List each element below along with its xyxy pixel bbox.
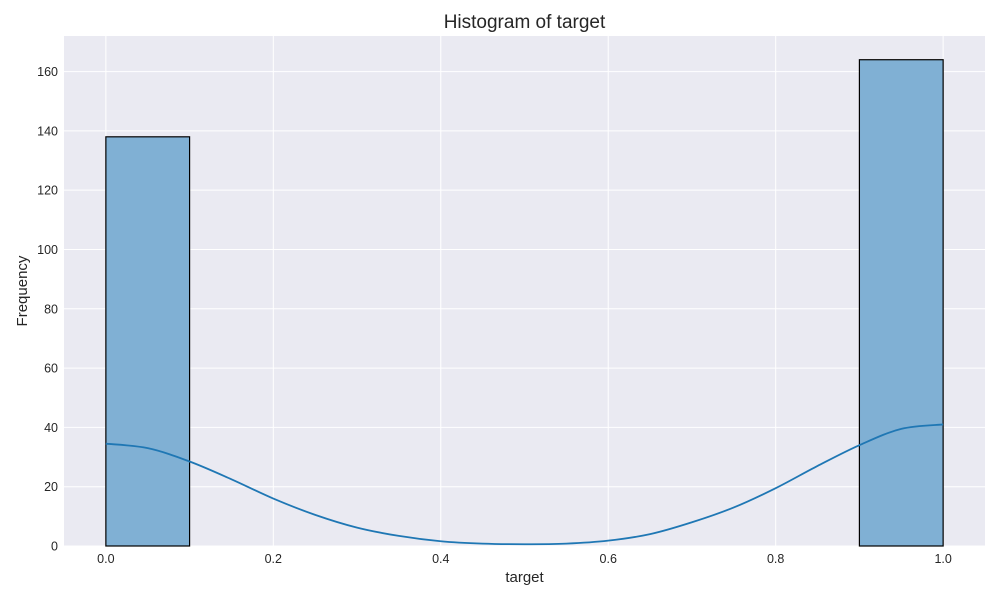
kde-curve [105, 423, 944, 546]
y-tick-label: 80 [44, 302, 58, 316]
histogram-bar [858, 59, 944, 547]
x-tick-label: 0.2 [265, 552, 282, 566]
y-axis-label: Frequency [14, 255, 31, 326]
y-tick-label: 140 [37, 124, 58, 138]
x-tick-label: 0.4 [432, 552, 449, 566]
y-tick-label: 0 [51, 540, 58, 554]
y-tick-label: 160 [37, 65, 58, 79]
plot-background [64, 36, 985, 546]
x-tick-label: 0.0 [97, 552, 114, 566]
histogram-bars [105, 59, 944, 547]
chart-title: Histogram of target [444, 12, 606, 33]
y-tick-label: 120 [37, 184, 58, 198]
x-tick-label: 1.0 [934, 552, 951, 566]
x-axis-label: target [505, 569, 544, 586]
y-tick-labels: 0 20 40 60 80 100 120 140 160 [37, 65, 58, 553]
histogram-bar [105, 136, 191, 547]
y-tick-label: 60 [44, 362, 58, 376]
y-tick-label: 20 [44, 480, 58, 494]
y-tick-label: 40 [44, 421, 58, 435]
y-tick-label: 100 [37, 243, 58, 257]
x-tick-label: 0.6 [600, 552, 617, 566]
x-tick-label: 0.8 [767, 552, 784, 566]
x-tick-labels: 0.0 0.2 0.4 0.6 0.8 1.0 [97, 552, 952, 566]
